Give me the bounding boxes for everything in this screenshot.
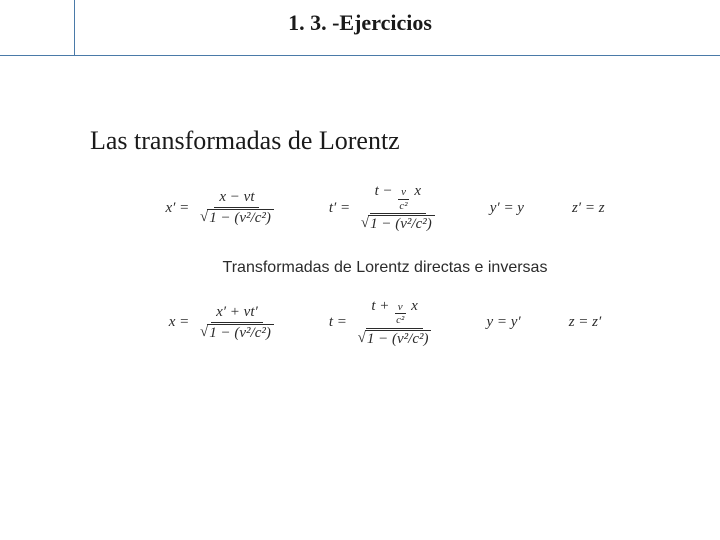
num-left: t − [375,183,393,199]
sub-fraction: v c² [396,186,410,212]
denominator: √ 1 − (v²/c²) [195,208,279,228]
num-right: x [414,183,421,199]
radicand: 1 − (v²/c²) [368,215,435,233]
equals-sign: = [336,200,354,217]
denominator: √ 1 − (v²/c²) [356,214,440,234]
square-root: √ 1 − (v²/c²) [200,209,274,227]
eq-lhs: x [169,314,176,331]
sub-fraction: v c² [393,301,407,327]
eq-direct-t: t′ = t − v c² x √ 1 − (v²/c²) [329,182,442,235]
radicand: 1 − (v²/c²) [207,324,274,342]
eq-lhs: t′ [329,200,336,217]
page-title: 1. 3. -Ejercicios [0,10,720,36]
numerator: t − v c² x [370,182,426,214]
sub-numerator: v [395,301,406,315]
equations-direct-row: x′ = x − vt √ 1 − (v²/c²) t′ = t − [90,182,680,235]
fraction: t + v c² x √ 1 − (v²/c²) [353,297,437,350]
content-area: Las transformadas de Lorentz x′ = x − vt… [0,56,720,349]
eq-direct-z: z′ = z [572,200,605,217]
num-right: x [411,298,418,314]
header: 1. 3. -Ejercicios [0,0,720,56]
radicand: 1 − (v²/c²) [207,209,274,227]
square-root: √ 1 − (v²/c²) [358,330,432,348]
numerator: t + v c² x [366,297,422,329]
denominator: √ 1 − (v²/c²) [195,323,279,343]
eq-inverse-y: y = y′ [486,314,520,331]
equals-sign: = [333,314,351,331]
fraction: t − v c² x √ 1 − (v²/c²) [356,182,440,235]
equals-sign: = [175,314,193,331]
section-subtitle: Las transformadas de Lorentz [90,126,680,156]
equations-inverse-row: x = x′ + vt′ √ 1 − (v²/c²) t = t + [90,297,680,350]
denominator: √ 1 − (v²/c²) [353,329,437,349]
square-root: √ 1 − (v²/c²) [200,324,274,342]
square-root: √ 1 − (v²/c²) [361,215,435,233]
eq-inverse-x: x = x′ + vt′ √ 1 − (v²/c²) [169,303,281,344]
equals-sign: = [175,200,193,217]
eq-inverse-z: z = z′ [569,314,602,331]
equations-caption: Transformadas de Lorentz directas e inve… [90,259,680,277]
eq-direct-x: x′ = x − vt √ 1 − (v²/c²) [165,188,280,229]
header-horizontal-rule [0,55,720,56]
numerator: x′ + vt′ [211,303,263,323]
eq-lhs: x′ [165,200,175,217]
fraction: x − vt √ 1 − (v²/c²) [195,188,279,229]
num-left: t + [371,298,389,314]
sub-denominator: c² [396,200,410,213]
numerator: x − vt [214,188,259,208]
eq-inverse-t: t = t + v c² x √ 1 − (v²/c²) [329,297,439,350]
sub-denominator: c² [393,314,407,327]
radicand: 1 − (v²/c²) [365,330,432,348]
sub-numerator: v [398,186,409,200]
fraction: x′ + vt′ √ 1 − (v²/c²) [195,303,279,344]
eq-direct-y: y′ = y [490,200,524,217]
